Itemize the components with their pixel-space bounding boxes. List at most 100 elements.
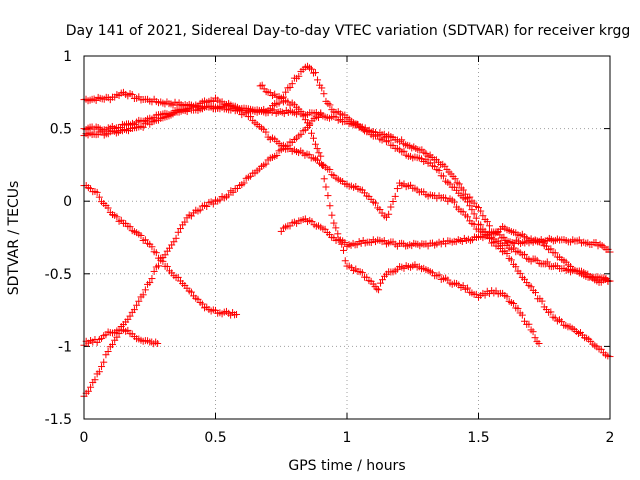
data-point bbox=[451, 175, 459, 183]
data-point bbox=[209, 200, 217, 208]
data-point bbox=[284, 142, 292, 150]
data-point bbox=[547, 245, 555, 253]
data-point bbox=[373, 285, 381, 293]
data-point bbox=[435, 167, 443, 175]
x-axis-label: GPS time / hours bbox=[288, 458, 405, 474]
data-point bbox=[187, 288, 195, 296]
data-point bbox=[422, 156, 430, 164]
data-point bbox=[435, 271, 443, 279]
data-point bbox=[84, 387, 92, 395]
x-tick-label: 1.5 bbox=[467, 430, 489, 446]
chart-title: Day 141 of 2021, Sidereal Day-to-day VTE… bbox=[66, 23, 631, 39]
data-point bbox=[387, 203, 395, 211]
data-point bbox=[313, 145, 321, 153]
data-point bbox=[485, 222, 493, 230]
data-point bbox=[470, 210, 478, 218]
data-point bbox=[358, 269, 366, 277]
data-point bbox=[247, 113, 255, 121]
data-point bbox=[91, 376, 99, 384]
data-point bbox=[490, 238, 498, 246]
data-point bbox=[307, 129, 315, 137]
data-point bbox=[538, 297, 546, 305]
data-point bbox=[320, 175, 328, 183]
data-point bbox=[385, 210, 393, 218]
y-tick-label: -1 bbox=[58, 339, 72, 355]
x-tick-label: 0.5 bbox=[204, 430, 226, 446]
data-point bbox=[375, 286, 383, 294]
data-point bbox=[225, 191, 233, 199]
data-point bbox=[181, 218, 189, 226]
data-point bbox=[385, 137, 393, 145]
data-point bbox=[320, 90, 328, 98]
data-point bbox=[371, 199, 379, 207]
data-point bbox=[275, 99, 283, 107]
data-point bbox=[338, 240, 346, 248]
data-point bbox=[398, 136, 406, 144]
data-point bbox=[258, 81, 266, 89]
data-point bbox=[466, 202, 474, 210]
data-point bbox=[466, 193, 474, 201]
data-point bbox=[516, 269, 524, 277]
data-point bbox=[95, 193, 103, 201]
data-point bbox=[295, 105, 303, 113]
data-point bbox=[198, 300, 206, 308]
data-point bbox=[525, 320, 533, 328]
data-point bbox=[317, 152, 325, 160]
data-point bbox=[236, 107, 244, 115]
y-tick-label: 1 bbox=[63, 49, 72, 65]
data-point bbox=[507, 256, 515, 264]
x-tick-label: 1 bbox=[343, 430, 352, 446]
data-point bbox=[328, 211, 336, 219]
data-point bbox=[277, 94, 285, 102]
data-point bbox=[314, 76, 322, 84]
data-point bbox=[161, 251, 169, 259]
data-point bbox=[326, 202, 334, 210]
data-point bbox=[326, 166, 334, 174]
data-point bbox=[299, 112, 307, 120]
data-point bbox=[475, 204, 482, 212]
data-point bbox=[341, 238, 349, 246]
data-point bbox=[163, 263, 171, 271]
data-point bbox=[512, 263, 520, 271]
data-point bbox=[139, 291, 147, 299]
data-point bbox=[154, 339, 162, 347]
plot-frame bbox=[83, 55, 611, 420]
data-point bbox=[365, 127, 373, 135]
data-point bbox=[297, 130, 305, 138]
data-point bbox=[547, 308, 555, 316]
data-point bbox=[527, 283, 535, 291]
data-point bbox=[464, 198, 472, 206]
data-point bbox=[262, 128, 270, 136]
data-point bbox=[477, 207, 485, 215]
data-point bbox=[518, 311, 526, 319]
data-point bbox=[317, 110, 325, 118]
data-point bbox=[531, 334, 539, 342]
data-point bbox=[464, 213, 472, 221]
data-point bbox=[155, 262, 163, 270]
data-point bbox=[100, 358, 108, 366]
data-point bbox=[108, 341, 116, 349]
data-point bbox=[260, 105, 268, 113]
data-point bbox=[113, 213, 121, 221]
data-point bbox=[146, 279, 154, 287]
data-point bbox=[391, 192, 399, 200]
data-point bbox=[240, 179, 248, 187]
data-point bbox=[510, 244, 518, 252]
data-point bbox=[483, 218, 491, 226]
data-point bbox=[318, 162, 326, 170]
data-point bbox=[450, 198, 458, 206]
data-point bbox=[400, 147, 408, 155]
data-point bbox=[152, 249, 160, 257]
data-point bbox=[95, 368, 103, 376]
data-point bbox=[233, 310, 241, 318]
data-point bbox=[551, 249, 559, 257]
data-point bbox=[148, 243, 156, 251]
data-point bbox=[133, 301, 141, 309]
data-point bbox=[203, 202, 211, 210]
data-point bbox=[137, 231, 145, 239]
data-point bbox=[318, 84, 326, 92]
data-point bbox=[330, 219, 338, 227]
data-point bbox=[130, 306, 138, 314]
data-point bbox=[174, 228, 182, 236]
